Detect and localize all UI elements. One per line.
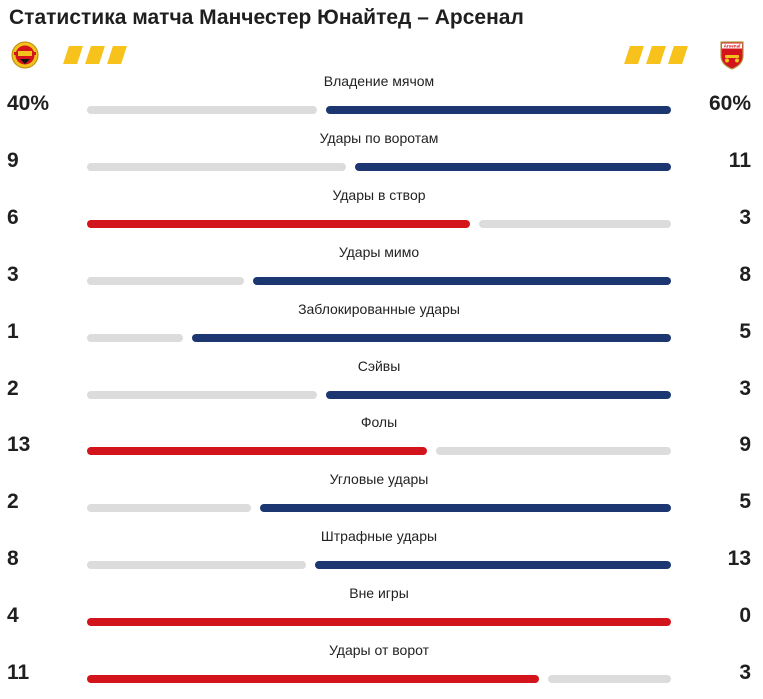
page-title: Статистика матча Манчестер Юнайтед – Арс… <box>9 6 524 29</box>
away-stat-value: 5 <box>739 490 751 514</box>
home-stat-value: 11 <box>7 661 30 684</box>
home-stat-bar <box>87 561 307 570</box>
home-stat-bar <box>87 219 471 228</box>
stat-row: Вне игры 4 0 <box>0 585 763 642</box>
stat-label: Вне игры <box>349 585 409 602</box>
stat-row: Фолы 13 9 <box>0 414 763 471</box>
home-stat-bar <box>87 675 539 683</box>
manchester-united-crest-icon <box>11 41 39 69</box>
home-stat-value: 2 <box>7 376 19 400</box>
home-stat-bar <box>87 106 317 114</box>
home-stat-bar <box>87 390 317 399</box>
away-stat-value: 3 <box>739 661 751 684</box>
stat-row: Удары в створ 6 3 <box>0 187 763 244</box>
stat-label: Удары мимо <box>338 243 420 260</box>
stat-row: Удары по воротам 9 11 <box>0 130 763 187</box>
stat-bar <box>87 504 671 513</box>
away-stat-bar <box>252 276 671 285</box>
home-stat-value: 6 <box>7 205 19 229</box>
stat-label: Удары от ворот <box>328 642 430 658</box>
stat-bar <box>87 675 671 683</box>
stat-label: Владение мячом <box>323 73 435 89</box>
home-stat-value: 2 <box>7 490 19 514</box>
away-stat-bar <box>260 504 671 513</box>
stat-bar <box>87 447 671 456</box>
away-stat-value: 3 <box>739 376 751 400</box>
home-stat-value: 9 <box>7 148 19 172</box>
away-stat-value: 3 <box>739 205 751 229</box>
away-stat-value: 0 <box>739 604 751 628</box>
stat-row: Штрафные удары 8 13 <box>0 528 763 585</box>
away-stat-bar <box>315 561 671 570</box>
home-stat-value: 3 <box>7 262 19 286</box>
away-stat-bar <box>326 390 671 399</box>
home-stat-bar <box>87 618 671 627</box>
home-stat-bar <box>87 447 427 456</box>
stat-label: Заблокированные удары <box>298 300 460 317</box>
home-stat-value: 40% <box>7 92 50 115</box>
stat-bar <box>87 618 671 627</box>
arsenal-crest-text: Arsenal <box>724 44 741 49</box>
stat-label: Угловые удары <box>329 471 429 488</box>
stat-bar <box>87 276 671 285</box>
stat-label: Фолы <box>360 414 398 431</box>
home-stat-bar <box>87 162 346 171</box>
home-stat-bar <box>87 333 183 342</box>
away-stat-bar <box>479 219 671 228</box>
stat-bar <box>87 162 671 171</box>
stat-row: Заблокированные удары 1 5 <box>0 301 763 358</box>
away-stat-value: 60% <box>708 92 751 115</box>
away-stat-value: 13 <box>727 547 751 571</box>
home-stat-value: 1 <box>7 319 19 343</box>
home-stat-value: 4 <box>7 604 19 628</box>
away-stat-bar <box>354 162 671 171</box>
arsenal-crest-icon: Arsenal <box>720 41 744 70</box>
stat-row: Угловые удары 2 5 <box>0 471 763 528</box>
away-stat-value: 8 <box>739 262 751 286</box>
home-stat-value: 13 <box>7 433 31 457</box>
stat-label: Штрафные удары <box>320 528 438 545</box>
stat-row: Удары от ворот 11 3 <box>0 642 763 699</box>
home-stat-bar <box>87 276 244 285</box>
stat-row: Сэйвы 2 3 <box>0 358 763 415</box>
stat-bar <box>87 219 671 228</box>
stat-row: Удары мимо 3 8 <box>0 244 763 301</box>
away-stat-bar <box>435 447 671 456</box>
stat-bar <box>87 561 671 570</box>
stat-label: Сэйвы <box>357 357 401 374</box>
stat-label: Удары в створ <box>332 186 426 203</box>
away-stat-value: 5 <box>739 319 751 343</box>
away-stat-bar <box>547 675 671 683</box>
away-stat-value: 9 <box>739 433 751 457</box>
away-stat-bar <box>191 333 671 342</box>
away-stat-value: 11 <box>728 148 751 172</box>
home-stat-bar <box>87 504 252 513</box>
stat-label: Удары по воротам <box>319 129 439 146</box>
away-stat-bar <box>326 106 671 114</box>
home-stat-value: 8 <box>7 547 19 571</box>
stat-row: Владение мячом 40% 60% <box>0 73 763 130</box>
stat-bar <box>87 333 671 342</box>
stat-bar <box>87 390 671 399</box>
stat-bar <box>87 106 671 114</box>
